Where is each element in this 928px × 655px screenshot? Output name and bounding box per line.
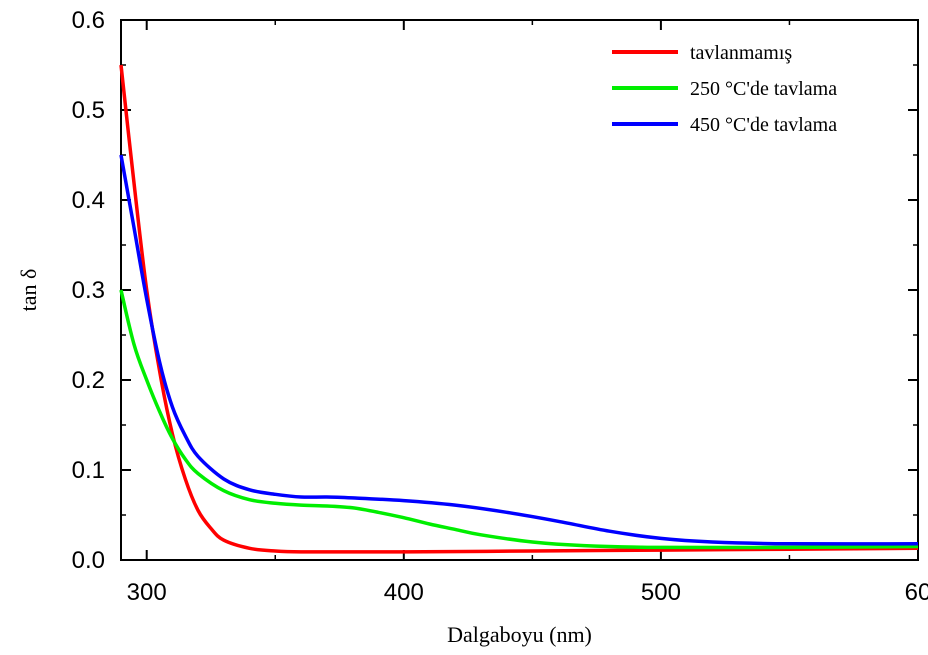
- x-axis-title: Dalgaboyu (nm): [447, 622, 592, 647]
- x-tick-label: 500: [641, 579, 681, 606]
- y-tick-label: 0.5: [72, 97, 105, 124]
- legend-label-1: tavlanmamış: [690, 42, 792, 64]
- legend-label-2: 250 °C'de tavlama: [690, 78, 837, 100]
- legend: tavlanmamış 250 °C'de tavlama 450 °C'de ta…: [612, 42, 837, 136]
- axis-ticks: [121, 19, 919, 561]
- plot-frame: [120, 19, 919, 561]
- y-axis-title: tan δ: [16, 269, 41, 312]
- y-tick-label: 0.0: [72, 547, 105, 574]
- y-tick-label: 0.4: [72, 187, 105, 214]
- y-tick-label: 0.3: [72, 277, 105, 304]
- series-line-3: [119, 154, 919, 546]
- plot-area: [119, 64, 919, 554]
- x-tick-label: 60: [905, 579, 928, 606]
- y-tick-label: 0.6: [72, 7, 105, 34]
- series-line-1: [119, 64, 919, 554]
- axis-tick-labels: 300 400 500 60 0.0 0.1 0.2 0.3 0.4 0.5 0.6: [72, 7, 928, 606]
- x-tick-label: 300: [127, 579, 167, 606]
- legend-label-3: 450 °C'de tavlama: [690, 114, 837, 136]
- y-tick-label: 0.1: [72, 457, 105, 484]
- series-line-2: [119, 289, 919, 550]
- y-tick-label: 0.2: [72, 367, 105, 394]
- x-tick-label: 400: [384, 579, 424, 606]
